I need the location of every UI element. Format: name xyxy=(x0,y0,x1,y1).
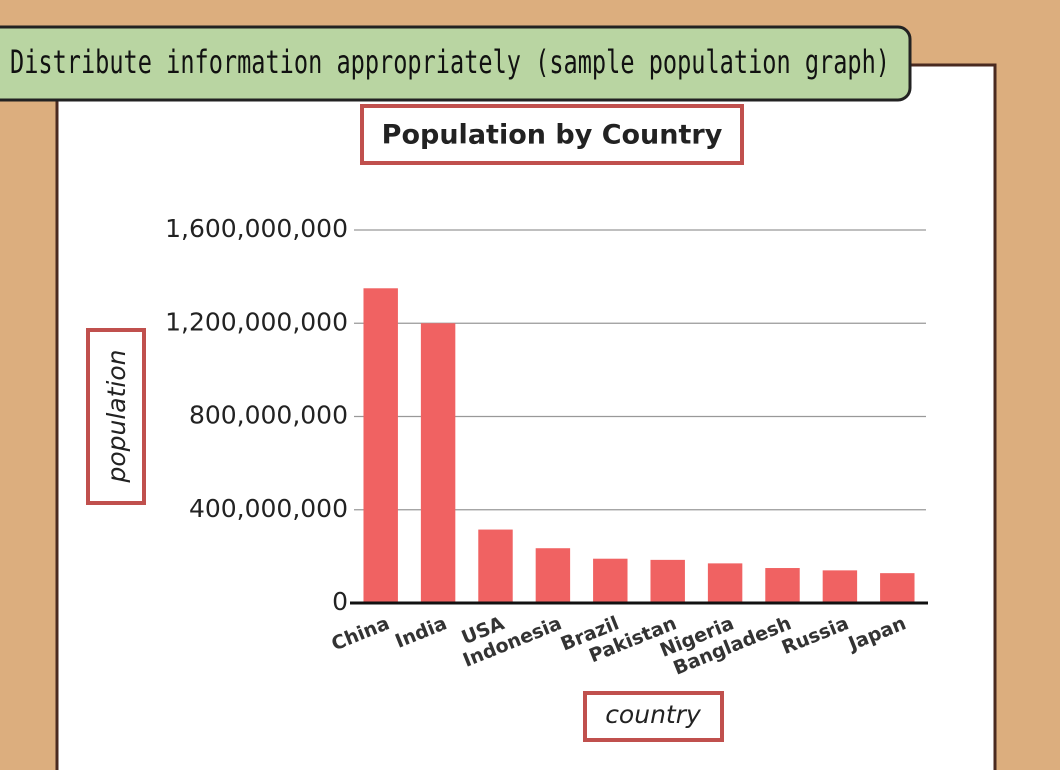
bar xyxy=(420,323,456,603)
title-box xyxy=(360,104,744,165)
y-tick-label: 1,200,000,000 xyxy=(165,307,348,336)
bar xyxy=(707,563,743,603)
bar xyxy=(880,573,915,603)
bar xyxy=(478,529,513,603)
y-tick-label: 400,000,000 xyxy=(189,494,348,523)
y-tick-label: 1,600,000,000 xyxy=(165,214,348,243)
bar xyxy=(363,288,398,603)
bar xyxy=(535,548,571,603)
y-label-box xyxy=(86,328,146,505)
x-axis-label: country xyxy=(605,700,702,729)
y-axis-label: population xyxy=(102,349,131,483)
banner xyxy=(0,25,912,102)
y-tick-label: 800,000,000 xyxy=(189,401,348,430)
bar xyxy=(765,568,800,603)
bar xyxy=(650,559,685,603)
chart-title: Population by Country xyxy=(382,120,723,151)
x-label-box xyxy=(583,691,724,742)
y-tick-label: 0 xyxy=(332,587,348,616)
bar xyxy=(593,558,628,603)
bar xyxy=(822,570,858,603)
paper xyxy=(55,63,997,770)
banner-text: Distribute information appropriately (sa… xyxy=(10,43,890,81)
